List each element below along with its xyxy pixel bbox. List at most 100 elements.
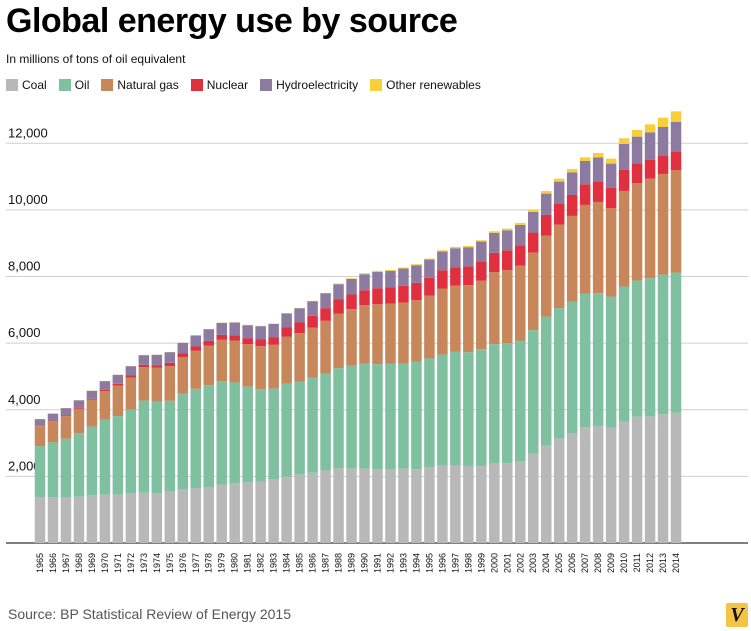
legend-label: Nuclear bbox=[206, 78, 249, 92]
bar-segment bbox=[346, 294, 357, 310]
x-tick-label: 1977 bbox=[191, 553, 201, 573]
bar-segment bbox=[229, 483, 240, 543]
vox-logo: V bbox=[726, 603, 748, 627]
legend-swatch bbox=[6, 79, 18, 91]
bar-segment bbox=[644, 278, 656, 417]
bar-segment bbox=[411, 361, 422, 470]
bar-segment bbox=[592, 426, 604, 543]
bar-segment bbox=[424, 295, 435, 359]
x-tick-label: 1969 bbox=[87, 553, 97, 573]
bar-segment bbox=[644, 159, 656, 179]
bar-segment bbox=[242, 482, 253, 543]
bar-segment bbox=[502, 463, 513, 543]
legend-item: Nuclear bbox=[190, 78, 249, 92]
bar-segment bbox=[424, 467, 435, 543]
bar-segment bbox=[151, 354, 163, 366]
bar-segment bbox=[463, 266, 474, 286]
bar-segment bbox=[47, 420, 59, 422]
bar-segment bbox=[398, 468, 409, 543]
bar-segment bbox=[527, 330, 539, 454]
bar-segment bbox=[450, 246, 461, 249]
y-tick-label: 2,000 bbox=[8, 458, 41, 473]
bar-segment bbox=[489, 231, 500, 233]
bar-segment bbox=[99, 389, 111, 392]
x-axis: 1965 1966 1967 1968 1969 1970 1971 1972 1973 1974… bbox=[35, 553, 681, 573]
bar-segment bbox=[670, 170, 682, 273]
bar-segment bbox=[320, 293, 331, 309]
x-tick-label: 1978 bbox=[204, 553, 214, 573]
x-tick-label: 1966 bbox=[48, 553, 58, 573]
bar-segment bbox=[540, 316, 552, 446]
bar-segment bbox=[138, 367, 150, 401]
bar-segment bbox=[515, 265, 526, 341]
bar-segment bbox=[463, 352, 474, 467]
bar-segment bbox=[566, 215, 578, 302]
bar-segment bbox=[151, 493, 163, 543]
bar-segment bbox=[372, 304, 383, 365]
x-tick-label: 1976 bbox=[178, 553, 188, 573]
bar-segment bbox=[592, 201, 604, 294]
x-tick-label: 1988 bbox=[334, 553, 344, 573]
bar-segment bbox=[566, 168, 578, 173]
bar-segment bbox=[268, 323, 279, 338]
bar-segment bbox=[164, 352, 176, 363]
bars-group bbox=[34, 111, 682, 543]
x-tick-label: 1970 bbox=[100, 553, 110, 573]
x-tick-label: 1987 bbox=[321, 553, 331, 573]
bar-segment bbox=[527, 453, 539, 543]
bar-segment bbox=[424, 358, 435, 468]
bar-segment bbox=[424, 277, 435, 296]
x-tick-label: 2012 bbox=[645, 553, 655, 573]
bar-segment bbox=[385, 269, 396, 271]
bar-segment bbox=[424, 259, 435, 278]
bar-segment bbox=[540, 445, 552, 543]
bar-segment bbox=[476, 261, 487, 281]
bar-segment bbox=[644, 416, 656, 543]
bar-segment bbox=[631, 136, 643, 164]
x-tick-label: 1992 bbox=[385, 553, 395, 573]
bar-segment bbox=[463, 466, 474, 543]
bar-segment bbox=[203, 329, 214, 341]
bar-segment bbox=[527, 209, 539, 212]
bar-segment bbox=[216, 381, 227, 485]
bar-segment bbox=[579, 204, 591, 294]
bar-segment bbox=[73, 433, 85, 497]
bar-segment bbox=[450, 285, 461, 352]
x-tick-label: 2001 bbox=[502, 553, 512, 573]
bar-segment bbox=[320, 470, 331, 543]
x-tick-label: 1968 bbox=[74, 553, 84, 573]
x-tick-label: 2005 bbox=[554, 553, 564, 573]
bar-segment bbox=[657, 274, 669, 415]
bar-segment bbox=[138, 400, 150, 493]
bar-segment bbox=[579, 160, 591, 185]
x-tick-label: 2003 bbox=[528, 553, 538, 573]
bar-segment bbox=[229, 340, 240, 383]
bar-segment bbox=[229, 382, 240, 484]
bar-segment bbox=[450, 465, 461, 543]
y-tick-label: 4,000 bbox=[8, 392, 41, 407]
x-tick-label: 2008 bbox=[593, 553, 603, 573]
bar-segment bbox=[190, 346, 202, 351]
bar-segment bbox=[151, 365, 163, 368]
bar-segment bbox=[164, 400, 176, 492]
bar-segment bbox=[489, 232, 500, 253]
bar-segment bbox=[502, 343, 513, 464]
bar-segment bbox=[112, 374, 124, 384]
bar-segment bbox=[398, 302, 409, 364]
bar-segment bbox=[411, 469, 422, 543]
bar-segment bbox=[320, 320, 331, 374]
bar-segment bbox=[138, 492, 150, 543]
bar-segment bbox=[631, 183, 643, 281]
bar-segment bbox=[112, 494, 124, 543]
bar-segment bbox=[605, 427, 617, 543]
bar-segment bbox=[463, 245, 474, 248]
x-tick-label: 1990 bbox=[360, 553, 370, 573]
bar-segment bbox=[605, 296, 617, 428]
bar-segment bbox=[631, 416, 643, 543]
legend-item: Natural gas bbox=[101, 78, 179, 92]
bar-segment bbox=[190, 388, 202, 489]
bar-segment bbox=[346, 278, 357, 279]
bar-segment bbox=[60, 408, 72, 416]
bar-segment bbox=[579, 427, 591, 543]
bar-segment bbox=[398, 268, 409, 286]
